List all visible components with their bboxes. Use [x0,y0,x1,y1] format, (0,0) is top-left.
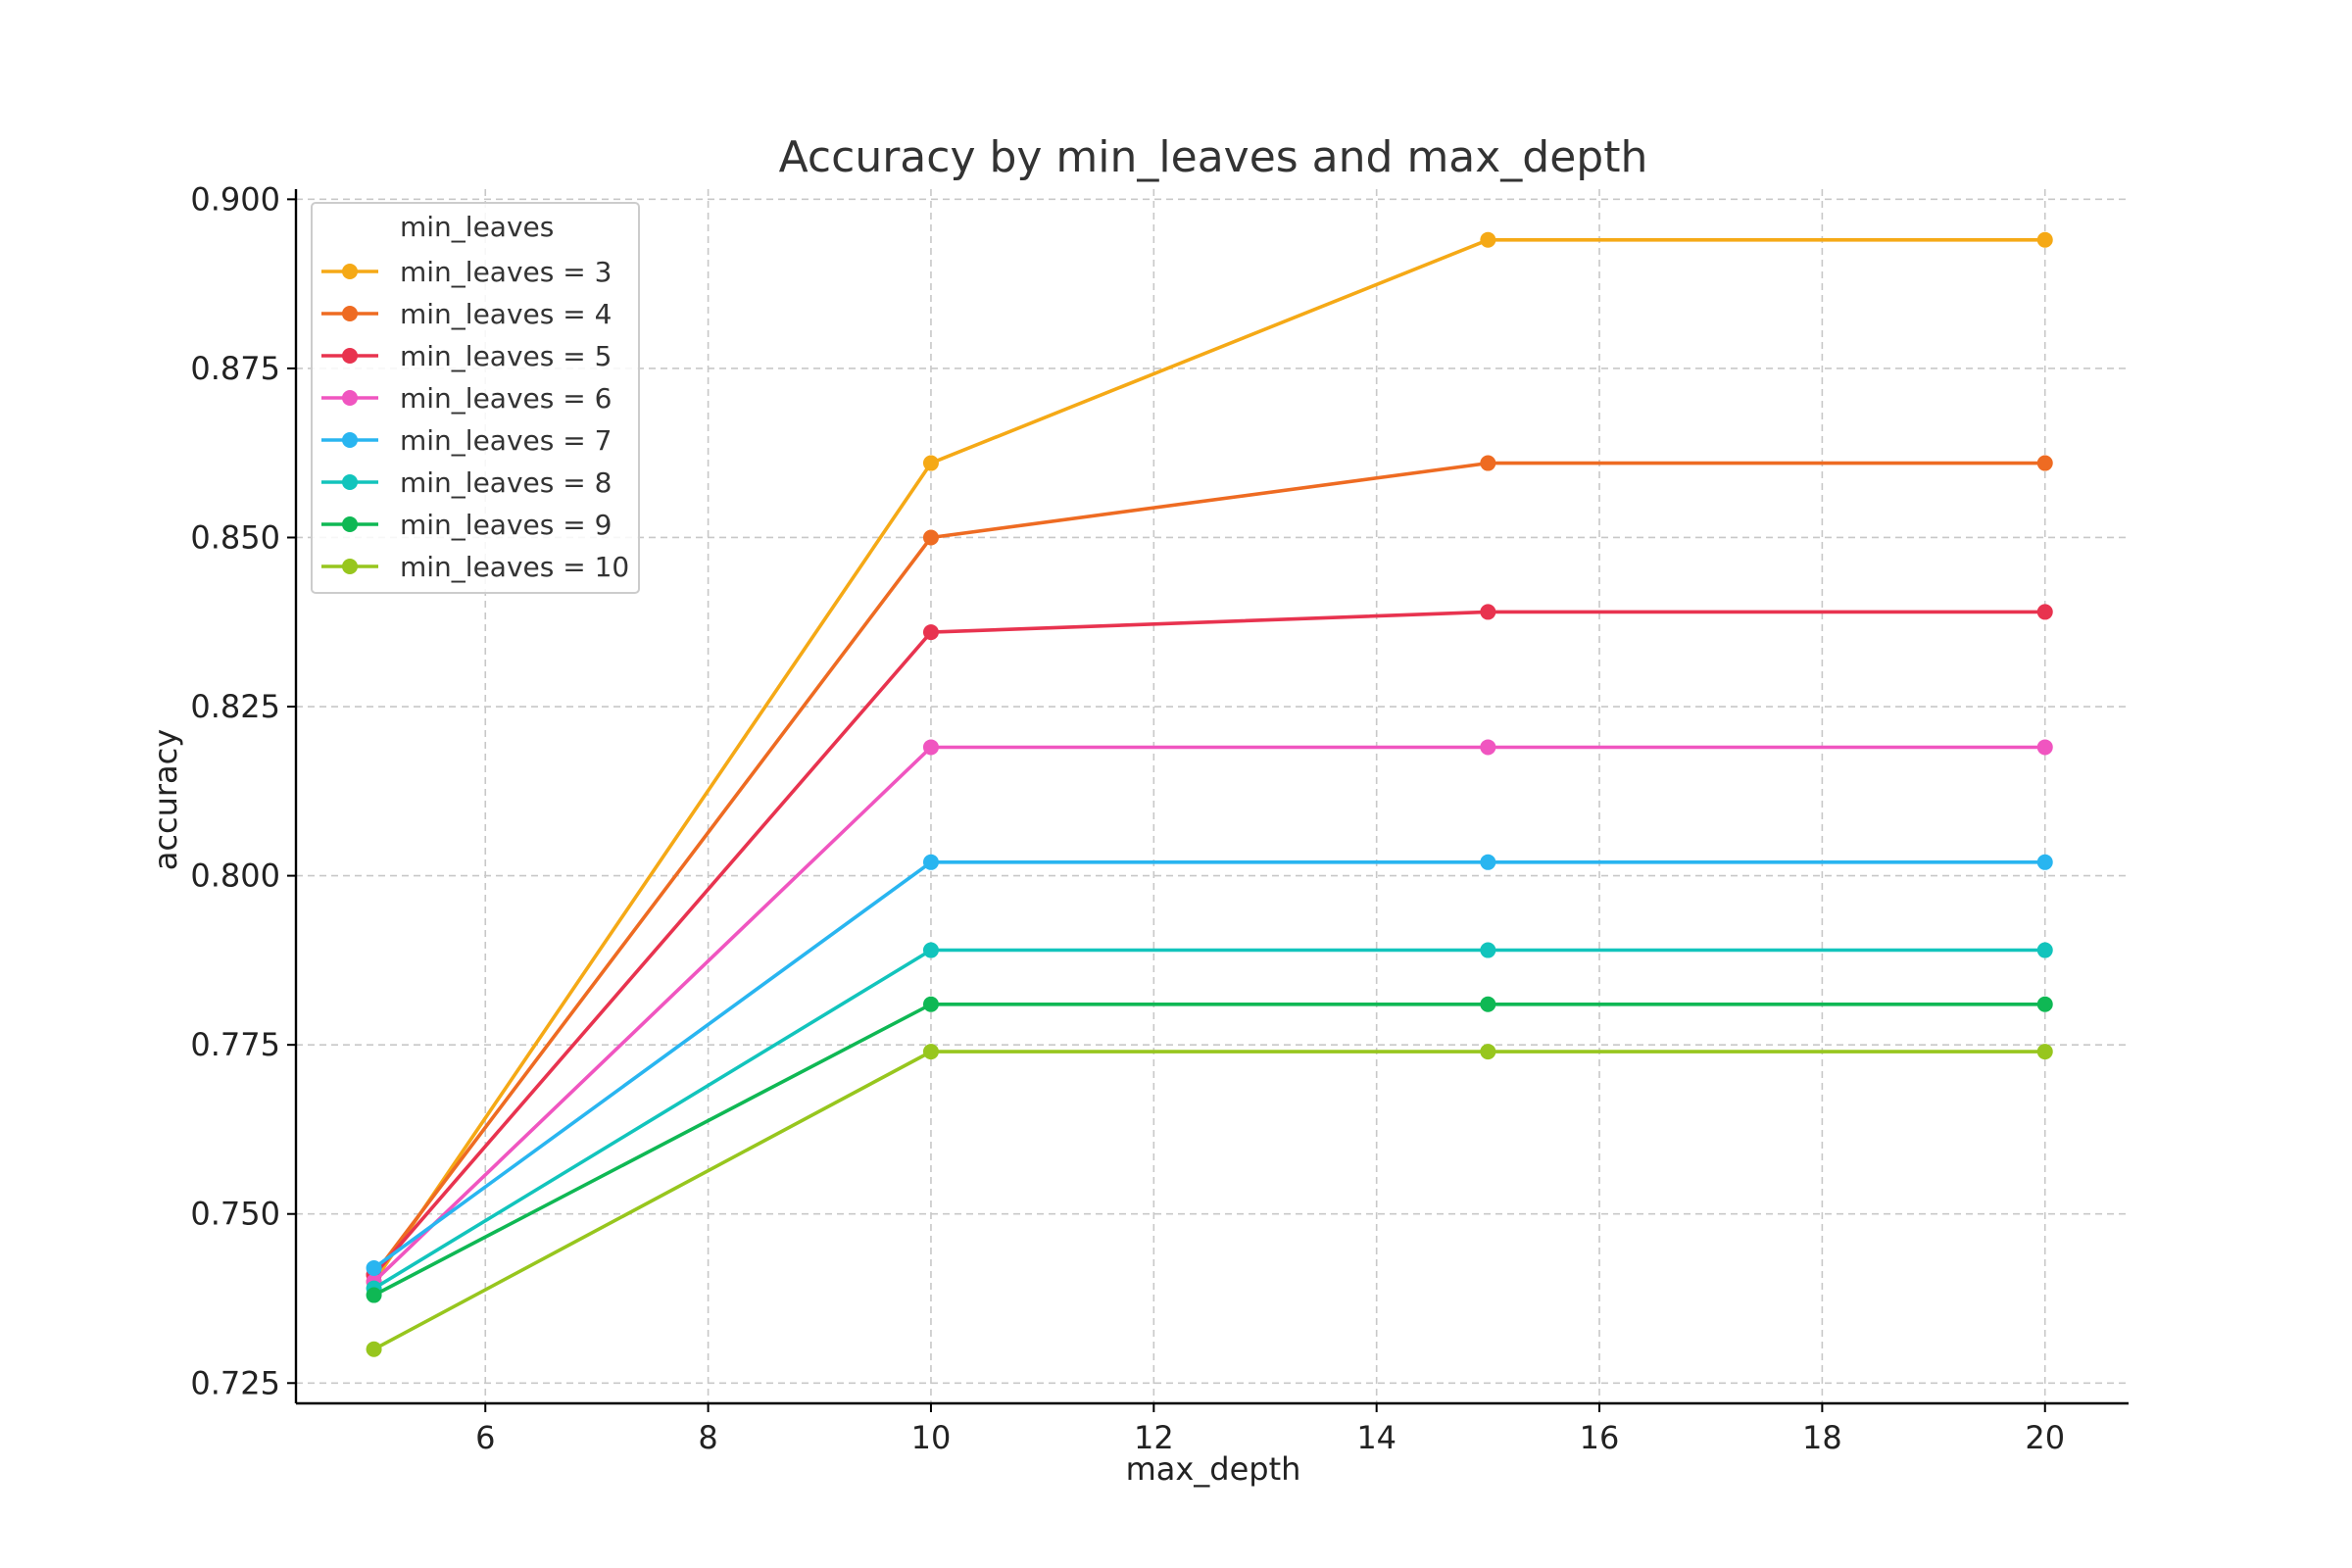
legend-swatch-marker [342,516,358,532]
data-point [2036,231,2053,248]
series-line [372,1003,2045,1298]
series-line [372,948,2045,1291]
legend-entry: min_leaves = 5 [321,340,612,372]
y-tick-label: 0.900 [190,180,280,218]
series-6 [366,942,2053,1297]
x-tick-label: 8 [698,1419,717,1456]
data-point [2036,942,2053,958]
legend-label: min_leaves = 6 [400,382,612,415]
legend-entry: min_leaves = 8 [321,466,612,499]
x-tick-label: 16 [1580,1419,1620,1456]
x-tick-label: 14 [1356,1419,1396,1456]
legend-swatch-marker [342,264,358,279]
legend-label: min_leaves = 7 [400,424,612,457]
legend-entry: min_leaves = 6 [321,382,612,415]
y-tick-label: 0.825 [190,688,280,725]
series-5 [366,854,2053,1276]
data-point [2036,1044,2053,1060]
data-point [922,942,939,958]
data-point [2036,455,2053,471]
legend-swatch-marker [342,559,358,574]
legend-label: min_leaves = 8 [400,466,612,499]
x-tick-label: 12 [1134,1419,1174,1456]
data-point [1480,1044,1496,1060]
data-point [1480,942,1496,958]
legend-swatch-marker [342,390,358,406]
x-tick-label: 18 [1802,1419,1842,1456]
series-4 [366,739,2053,1290]
data-point [2036,739,2053,756]
data-point [922,739,939,756]
legend: min_leaves min_leaves = 3 min_leaves = 4 mi… [311,202,640,594]
data-point [1480,854,1496,870]
data-point [1480,739,1496,756]
series-3 [366,604,2053,1283]
data-point [1480,996,1496,1012]
data-point [922,455,939,471]
legend-label: min_leaves = 9 [400,509,612,541]
legend-swatch-marker [342,348,358,364]
x-tick-label: 10 [911,1419,952,1456]
series-8 [366,1044,2053,1357]
data-point [366,1287,382,1303]
y-tick-label: 0.725 [190,1364,280,1401]
series-line [372,461,2045,1276]
x-tick-label: 6 [475,1419,495,1456]
legend-label: min_leaves = 5 [400,340,612,372]
data-point [922,624,939,641]
data-point [1480,231,1496,248]
data-point [922,529,939,546]
legend-label: min_leaves = 10 [400,551,629,583]
legend-swatch-marker [342,432,358,448]
legend-entry: min_leaves = 4 [321,298,612,330]
data-point [922,996,939,1012]
legend-entry: min_leaves = 10 [321,551,629,583]
legend-box [311,202,640,594]
y-tick-label: 0.800 [190,858,280,895]
y-axis-label: accuracy [147,729,184,870]
data-point [2036,996,2053,1012]
y-tick-label: 0.750 [190,1196,280,1233]
x-tick-label: 20 [2025,1419,2065,1456]
series-line [372,745,2045,1284]
series-layer [366,231,2053,1357]
legend-entry: min_leaves = 7 [321,424,612,457]
y-tick-label: 0.775 [190,1026,280,1063]
data-point [366,1259,382,1276]
y-tick-label: 0.850 [190,518,280,556]
legend-swatch-marker [342,306,358,321]
data-point [922,1044,939,1060]
data-point [1480,455,1496,471]
grid [296,189,2129,1403]
legend-label: min_leaves = 4 [400,298,612,330]
legend-entry: min_leaves = 3 [321,256,612,288]
data-point [1480,604,1496,620]
legend-swatch-marker [342,474,358,490]
series-line [372,238,2045,1283]
legend-label: min_leaves = 3 [400,256,612,288]
y-tick-label: 0.875 [190,350,280,387]
series-line [372,859,2045,1270]
data-point [2036,604,2053,620]
legend-title: min_leaves [400,211,554,243]
data-point [2036,854,2053,870]
axes: 6 8 10 12 14 16 18 20 0.725 0.750 0.775 0.800 0.825 0… [190,180,2129,1456]
data-point [366,1341,382,1357]
series-7 [366,996,2053,1303]
chart-title: Accuracy by min_leaves and max_depth [779,132,1648,182]
data-point [922,854,939,870]
legend-entry: min_leaves = 9 [321,509,612,541]
series-line [372,1050,2045,1351]
x-axis-label: max_depth [1126,1450,1301,1488]
series-line [372,610,2045,1277]
